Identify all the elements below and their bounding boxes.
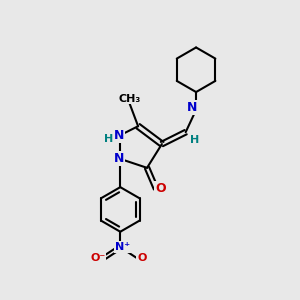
Text: O: O bbox=[155, 182, 166, 195]
Text: H: H bbox=[104, 134, 114, 144]
Text: N: N bbox=[114, 152, 124, 165]
Text: O⁻: O⁻ bbox=[90, 254, 105, 263]
Text: N: N bbox=[187, 101, 198, 114]
Text: N⁺: N⁺ bbox=[115, 242, 130, 252]
Text: CH₃: CH₃ bbox=[118, 94, 140, 104]
Text: N: N bbox=[114, 129, 124, 142]
Text: H: H bbox=[190, 135, 199, 145]
Text: O: O bbox=[137, 254, 147, 263]
